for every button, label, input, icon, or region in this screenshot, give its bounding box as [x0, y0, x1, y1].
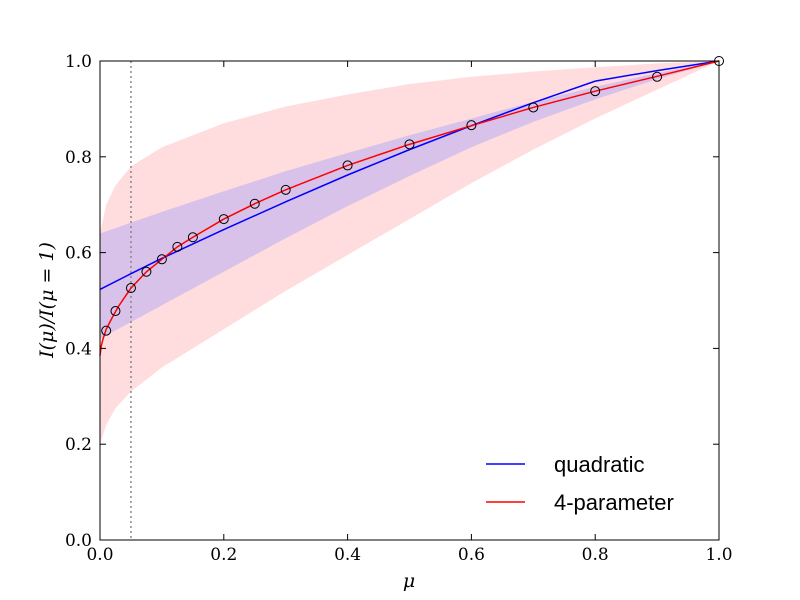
data-point: [466, 120, 477, 131]
y-tick-label: 0.2: [65, 435, 92, 455]
data-point: [249, 198, 260, 209]
series-group: [99, 60, 720, 356]
series-line-quadratic: [99, 60, 720, 291]
data-point: [342, 160, 353, 171]
data-point: [528, 102, 539, 113]
x-tick-label: 0.2: [210, 545, 237, 565]
data-point: [280, 184, 291, 195]
x-tick-label: 0.4: [334, 545, 361, 565]
plot-frame: [99, 60, 720, 541]
y-ticks-group: 0.0 0.2 0.4 0.6 0.8 1.0: [65, 52, 719, 551]
data-point: [404, 139, 415, 150]
legend-label-4-parameter: 4-parameter: [554, 490, 674, 515]
x-tick-label: 0.6: [458, 545, 485, 565]
data-point: [187, 232, 198, 243]
y-tick-label: 0.8: [65, 148, 92, 168]
uncertainty-band-0: [100, 61, 719, 445]
data-point: [125, 283, 136, 294]
data-point: [590, 86, 601, 97]
x-ticks-group: 0.0 0.2 0.4 0.6 0.8 1.0: [86, 61, 733, 565]
series-line-4-parameter: [99, 60, 720, 356]
data-point: [172, 241, 183, 252]
y-tick-label: 0.0: [65, 531, 92, 551]
data-point: [110, 306, 121, 317]
legend-label-quadratic: quadratic: [554, 452, 645, 477]
y-tick-label: 1.0: [65, 52, 92, 72]
uncertainty-band-1: [100, 61, 719, 339]
data-point: [141, 266, 152, 277]
x-tick-label: 0.8: [582, 545, 609, 565]
y-tick-label: 0.6: [65, 244, 92, 264]
x-tick-label: 1.0: [705, 545, 732, 565]
legend: quadratic 4-parameter: [486, 452, 674, 515]
bands-group: [100, 61, 719, 445]
y-tick-label: 0.4: [65, 339, 92, 359]
data-point: [101, 325, 112, 336]
x-axis-label: μ: [403, 570, 415, 592]
data-point: [652, 71, 663, 82]
x-tick-label: 0.0: [86, 545, 113, 565]
scatter-group: [101, 56, 724, 336]
y-axis-label: I(μ)/I(μ = 1): [36, 242, 58, 359]
data-point: [218, 214, 229, 225]
data-point: [156, 254, 167, 265]
